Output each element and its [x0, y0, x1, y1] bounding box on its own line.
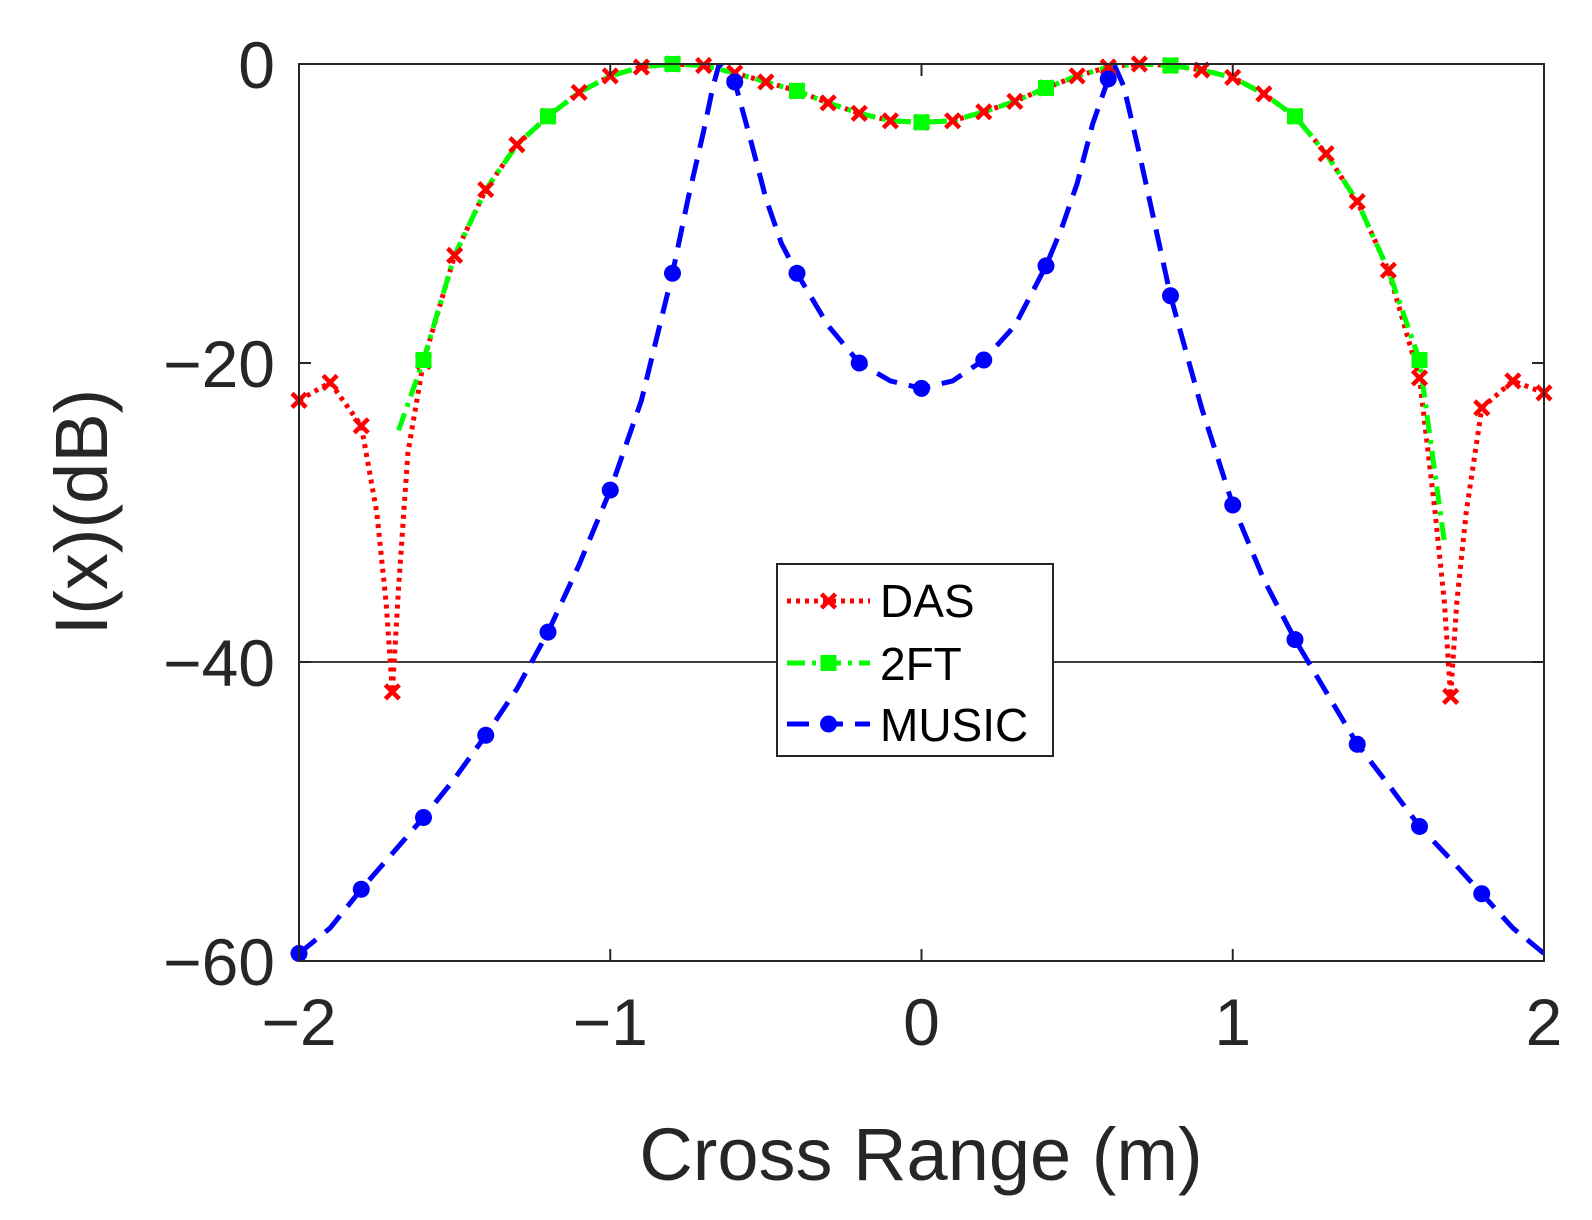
x-tick-label: −1	[573, 985, 648, 1059]
legend: DAS 2FT MUSIC	[776, 563, 1054, 757]
x-tick-label: −2	[261, 985, 336, 1059]
data-point-2ft	[415, 352, 432, 369]
data-point-das	[944, 112, 962, 130]
data-point-das	[850, 104, 868, 122]
legend-marker-music	[820, 715, 837, 733]
legend-marker-das	[819, 592, 838, 610]
data-point-music	[352, 880, 370, 898]
series-line-music	[297, 64, 1545, 956]
data-point-das	[477, 180, 495, 199]
data-point-music	[1411, 817, 1428, 835]
y-tick-label: −20	[163, 327, 275, 401]
data-point-das	[819, 94, 837, 112]
x-tick-label: 1	[1214, 985, 1251, 1059]
plot-area	[299, 64, 1544, 961]
data-point-das	[1410, 369, 1429, 387]
data-point-music	[664, 264, 681, 282]
data-point-music	[975, 351, 993, 369]
data-point-music	[1037, 257, 1055, 275]
data-point-das	[1504, 372, 1522, 390]
data-point-das	[383, 683, 401, 701]
legend-marker-2ft	[820, 655, 837, 671]
data-point-das	[757, 73, 775, 91]
x-tick-label: 2	[1526, 985, 1563, 1059]
ticks-layer: −2 −1 0 1 2 −60 −40 −20 0	[163, 28, 1562, 1059]
x-axis-label: Cross Range (m)	[639, 1113, 1202, 1196]
data-point-das	[632, 58, 650, 76]
y-tick-label: −40	[163, 626, 275, 700]
data-point-2ft	[1287, 108, 1303, 125]
data-point-das	[975, 103, 993, 121]
data-point-music	[1473, 885, 1491, 903]
data-point-music	[850, 354, 868, 372]
data-point-2ft	[1162, 57, 1179, 74]
y-axis-label: I(x)(dB)	[40, 389, 123, 636]
data-point-das	[1099, 58, 1117, 76]
data-point-music	[539, 623, 557, 641]
data-point-music	[913, 379, 930, 397]
data-point-das	[1193, 61, 1211, 79]
legend-samples	[787, 592, 870, 733]
data-point-das	[508, 136, 526, 154]
data-point-das	[1006, 92, 1024, 110]
data-point-music	[1099, 70, 1117, 88]
data-point-das	[1317, 145, 1335, 163]
data-point-das	[446, 246, 464, 264]
data-point-music	[477, 726, 495, 744]
data-point-das	[1379, 261, 1397, 279]
data-point-music	[601, 481, 619, 499]
data-point-das	[352, 417, 370, 435]
y-tick-label: 0	[238, 28, 275, 102]
data-point-music	[1224, 496, 1242, 514]
data-point-das	[1224, 68, 1242, 87]
data-point-das	[695, 56, 713, 75]
data-point-2ft	[540, 108, 556, 125]
data-point-das	[1473, 399, 1491, 417]
data-point-music	[726, 73, 744, 91]
data-point-music	[1286, 631, 1304, 649]
y-tick-label: −60	[163, 925, 275, 999]
legend-label-das: DAS	[880, 575, 975, 627]
data-point-das	[570, 83, 588, 101]
data-point-music	[415, 808, 432, 826]
data-point-2ft	[1411, 352, 1428, 369]
data-point-music	[788, 264, 806, 282]
data-point-das	[1068, 67, 1086, 85]
data-point-das	[1255, 85, 1273, 103]
data-point-das	[321, 373, 339, 392]
data-point-das	[1348, 192, 1366, 211]
x-tick-label: 0	[903, 985, 940, 1059]
data-point-2ft	[913, 114, 930, 131]
data-point-das	[1442, 687, 1460, 705]
legend-label-2ft: 2FT	[880, 638, 962, 690]
data-point-2ft	[789, 82, 805, 99]
legend-label-music: MUSIC	[880, 699, 1028, 751]
data-point-music	[1348, 735, 1366, 753]
markers-layer	[290, 55, 1553, 963]
data-point-2ft	[1038, 79, 1054, 96]
data-point-das	[881, 112, 899, 130]
data-point-music	[1162, 287, 1179, 305]
